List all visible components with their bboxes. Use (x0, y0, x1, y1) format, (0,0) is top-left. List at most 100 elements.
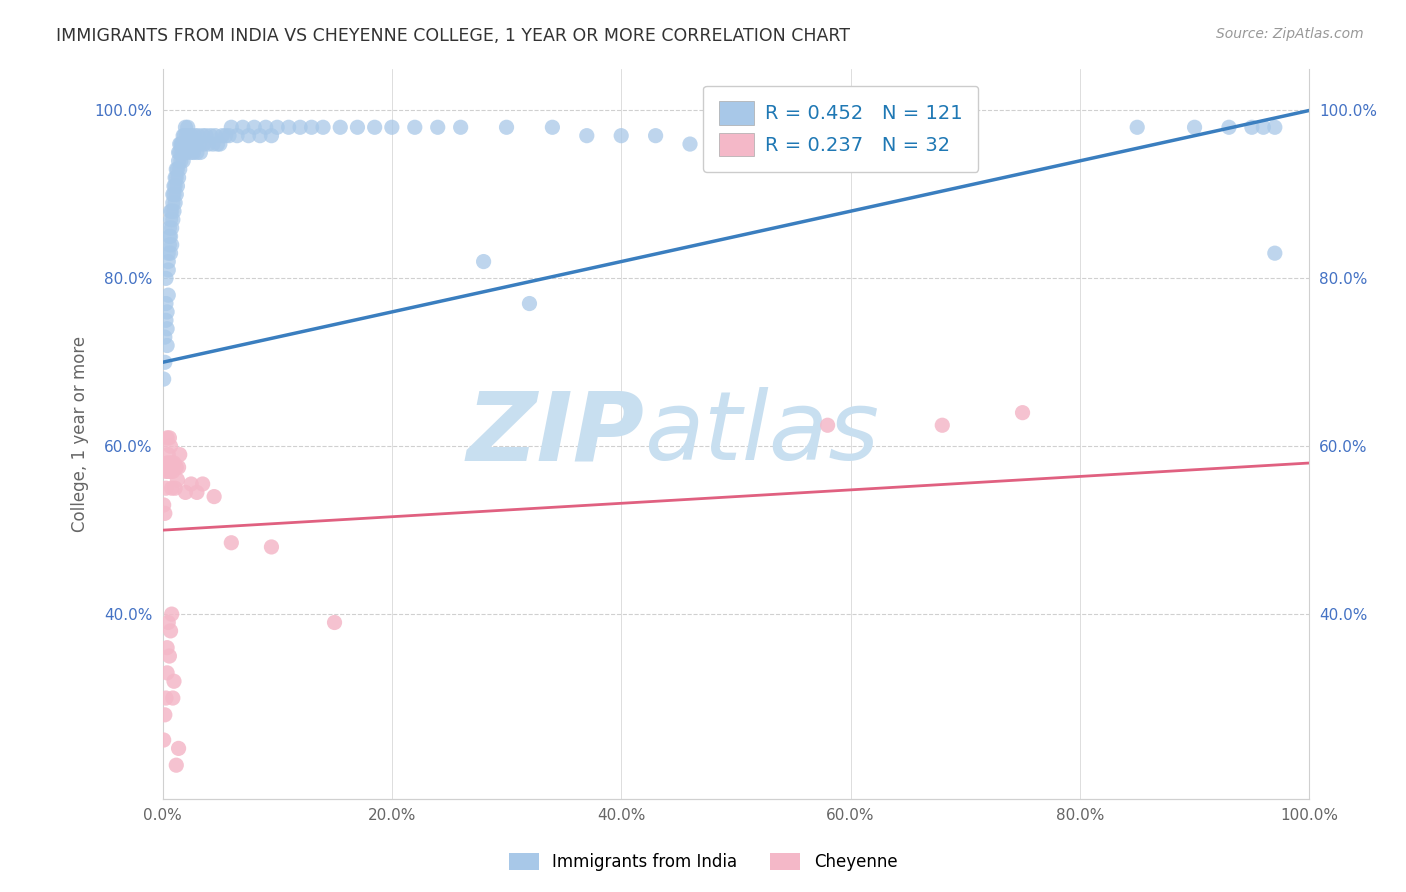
Point (575, 128, 598, 143)
Point (167, 741, 190, 756)
Point (184, 137, 207, 152)
Point (157, 464, 180, 478)
Point (160, 456, 183, 470)
Point (221, 535, 243, 549)
Point (163, 179, 186, 194)
Point (157, 649, 180, 664)
Point (165, 758, 187, 772)
Point (713, 128, 735, 143)
Point (679, 137, 702, 152)
Point (183, 145, 205, 160)
Point (153, 507, 176, 521)
Point (179, 137, 201, 152)
Point (157, 288, 180, 302)
Point (165, 187, 187, 202)
Point (953, 128, 976, 143)
Point (193, 137, 215, 152)
Point (155, 271, 177, 285)
Point (162, 212, 184, 227)
Point (1218, 120, 1240, 135)
Point (155, 313, 177, 327)
Point (159, 439, 181, 453)
Point (1253, 120, 1275, 135)
Point (165, 170, 187, 185)
Point (174, 137, 197, 152)
Point (160, 481, 183, 495)
Point (197, 137, 219, 152)
Point (176, 128, 198, 143)
Point (301, 120, 323, 135)
Point (208, 137, 231, 152)
Point (165, 195, 187, 210)
Point (157, 448, 180, 462)
Point (172, 153, 194, 168)
Point (156, 665, 179, 680)
Legend: Immigrants from India, Cheyenne: Immigrants from India, Cheyenne (501, 845, 905, 880)
Point (172, 128, 194, 143)
Point (186, 145, 208, 160)
Point (1264, 120, 1286, 135)
Point (155, 691, 177, 706)
Point (160, 204, 183, 219)
Point (162, 195, 184, 210)
Point (159, 212, 181, 227)
Point (155, 481, 177, 495)
Point (152, 498, 174, 512)
Point (260, 540, 283, 554)
Point (817, 418, 839, 433)
Point (1184, 120, 1206, 135)
Point (166, 162, 188, 177)
Point (207, 137, 229, 152)
Text: ZIP: ZIP (467, 387, 644, 480)
Point (177, 120, 200, 135)
Point (170, 137, 193, 152)
Point (153, 330, 176, 344)
Point (346, 120, 368, 135)
Point (266, 120, 288, 135)
Point (495, 120, 517, 135)
Point (152, 372, 174, 386)
Point (165, 481, 187, 495)
Point (163, 456, 186, 470)
Point (157, 221, 180, 235)
Point (174, 120, 197, 135)
Point (221, 120, 243, 135)
Point (186, 485, 208, 500)
Point (173, 145, 195, 160)
Point (157, 456, 180, 470)
Point (190, 145, 212, 160)
Point (163, 187, 186, 202)
Point (1264, 246, 1286, 260)
Point (381, 120, 404, 135)
Point (519, 296, 541, 310)
Point (238, 128, 260, 143)
Point (167, 153, 190, 168)
Point (169, 162, 191, 177)
Point (200, 128, 222, 143)
Point (211, 128, 233, 143)
Point (167, 460, 190, 475)
Point (817, 128, 839, 143)
Point (156, 322, 179, 336)
Point (329, 120, 352, 135)
Point (254, 120, 277, 135)
Text: Source: ZipAtlas.com: Source: ZipAtlas.com (1216, 27, 1364, 41)
Point (160, 237, 183, 252)
Point (177, 128, 200, 143)
Point (243, 120, 266, 135)
Point (180, 477, 202, 491)
Point (610, 128, 633, 143)
Point (157, 431, 180, 445)
Point (748, 128, 770, 143)
Point (157, 615, 180, 630)
Point (167, 170, 190, 185)
Point (363, 120, 385, 135)
Point (153, 355, 176, 369)
Point (156, 640, 179, 655)
Point (163, 204, 186, 219)
Point (226, 128, 249, 143)
Point (202, 490, 225, 504)
Point (160, 221, 183, 235)
Point (176, 145, 198, 160)
Point (218, 128, 240, 143)
